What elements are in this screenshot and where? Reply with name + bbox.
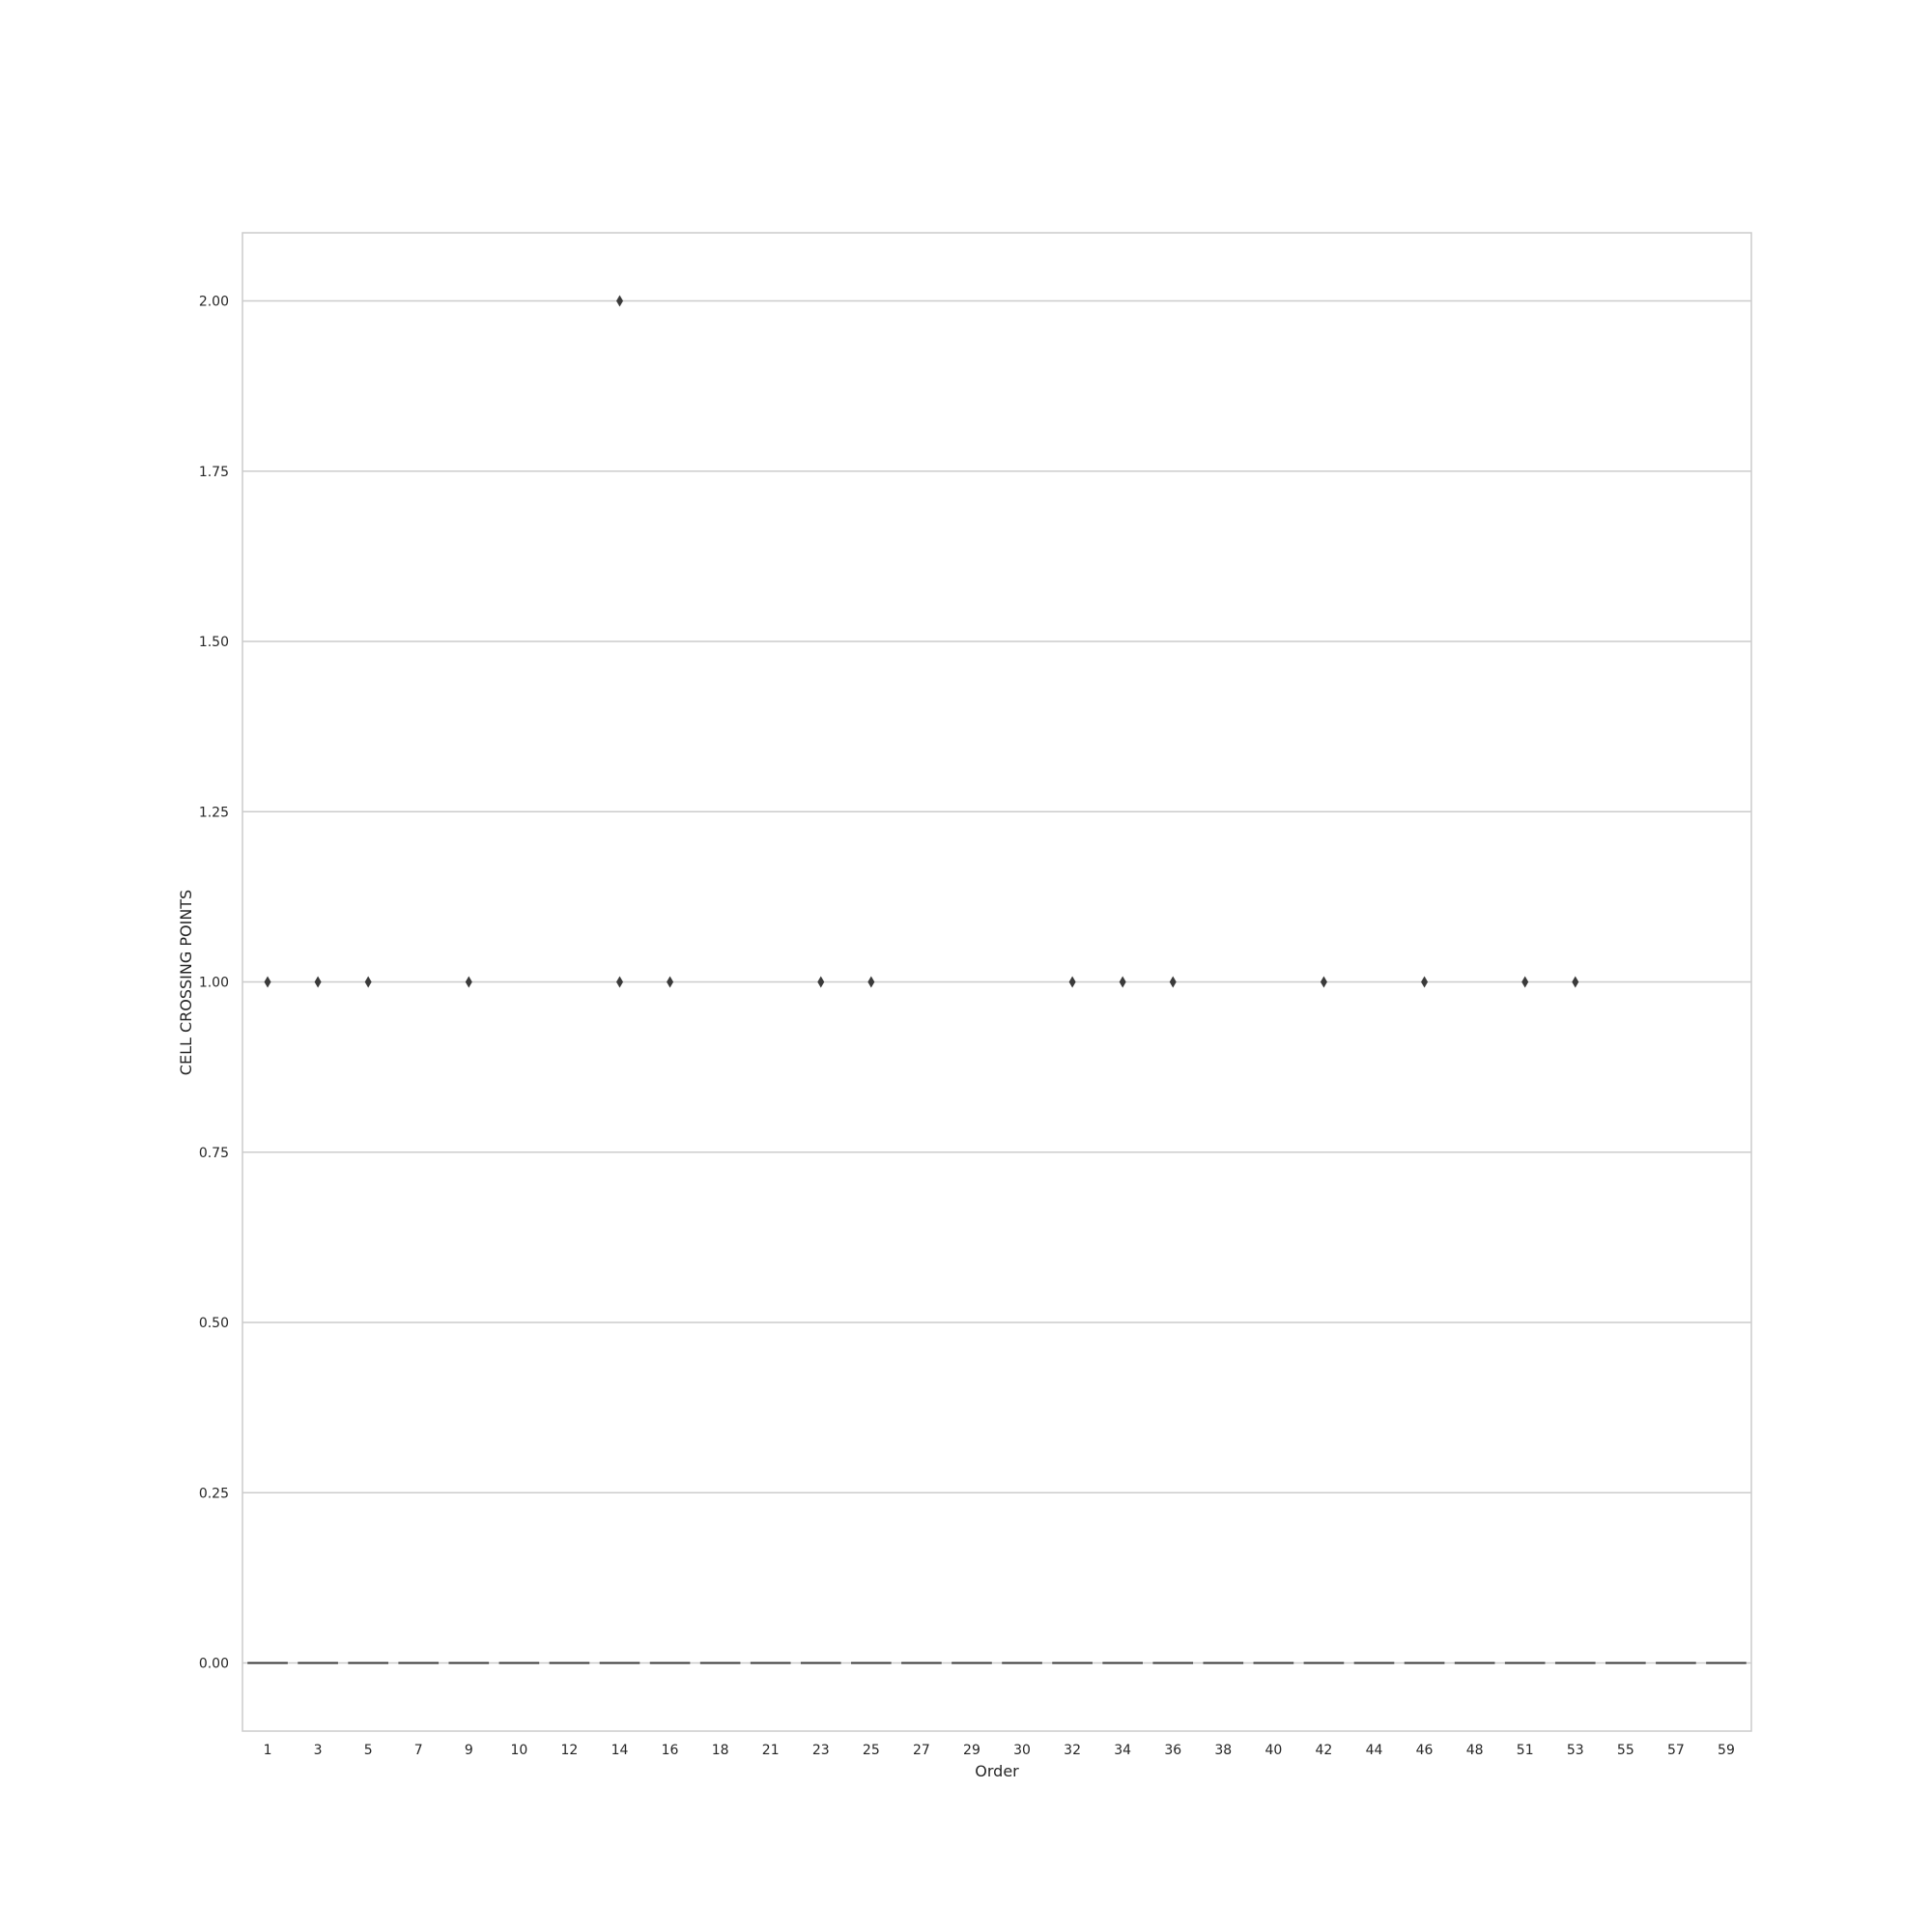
- x-tick-label: 46: [1416, 1743, 1434, 1758]
- x-tick-label: 9: [465, 1743, 473, 1758]
- x-tick-label: 1: [264, 1743, 272, 1758]
- outlier-point: [1119, 976, 1126, 988]
- outlier-point: [314, 976, 322, 988]
- outlier-point: [465, 976, 472, 988]
- outlier-point: [616, 295, 623, 307]
- plot-frame: [242, 232, 1752, 1732]
- outlier-point: [364, 976, 372, 988]
- y-axis-ticks: 0.00 0.25 0.50 0.75 1.00 1.25 1.50 1.75 2.00: [199, 295, 229, 1672]
- x-tick-label: 51: [1517, 1743, 1534, 1758]
- x-axis-label: Order: [975, 1762, 1019, 1780]
- x-tick-label: 27: [913, 1743, 930, 1758]
- x-tick-label: 21: [762, 1743, 780, 1758]
- outlier-point: [817, 976, 825, 988]
- y-tick-label: 0.00: [199, 1657, 229, 1672]
- x-tick-label: 40: [1264, 1743, 1282, 1758]
- y-tick-label: 2.00: [199, 295, 229, 310]
- x-tick-label: 5: [364, 1743, 373, 1758]
- x-tick-label: 53: [1567, 1743, 1584, 1758]
- x-tick-label: 30: [1013, 1743, 1031, 1758]
- y-tick-label: 1.50: [199, 635, 229, 650]
- grid-lines: [242, 299, 1751, 1664]
- x-tick-label: 59: [1718, 1743, 1735, 1758]
- x-tick-label: 23: [812, 1743, 830, 1758]
- outlier-point: [1572, 976, 1579, 988]
- outlier-point: [1169, 976, 1177, 988]
- x-tick-label: 48: [1466, 1743, 1484, 1758]
- x-tick-label: 44: [1366, 1743, 1383, 1758]
- outlier-point: [867, 976, 875, 988]
- x-tick-label: 7: [414, 1743, 423, 1758]
- outlier-point: [1421, 976, 1429, 988]
- x-tick-label: 14: [611, 1743, 629, 1758]
- y-axis-label: CELL CROSSING POINTS: [177, 890, 195, 1075]
- outlier-point: [1320, 976, 1327, 988]
- x-tick-label: 55: [1617, 1743, 1634, 1758]
- y-tick-label: 0.25: [199, 1486, 229, 1501]
- x-tick-label: 29: [963, 1743, 980, 1758]
- y-tick-label: 1.00: [199, 976, 229, 991]
- y-tick-label: 1.25: [199, 805, 229, 820]
- x-tick-label: 36: [1164, 1743, 1181, 1758]
- y-tick-label: 1.75: [199, 465, 229, 480]
- y-tick-label: 0.75: [199, 1146, 229, 1161]
- x-axis-ticks: 1 3 5 7 9 10 12 14 16 18 21 23 25 27 29 30 32 34 36 38 40 42 4…: [264, 1743, 1735, 1758]
- outlier-point: [264, 976, 271, 988]
- x-tick-label: 18: [712, 1743, 729, 1758]
- outlier-point: [1521, 976, 1529, 988]
- y-tick-label: 0.50: [199, 1316, 229, 1331]
- x-tick-label: 25: [863, 1743, 880, 1758]
- x-tick-label: 10: [510, 1743, 527, 1758]
- outlier-point: [667, 976, 674, 988]
- x-tick-label: 32: [1064, 1743, 1081, 1758]
- outlier-point: [616, 976, 623, 988]
- outlier-points: [264, 295, 1579, 988]
- x-tick-label: 3: [314, 1743, 323, 1758]
- x-tick-label: 34: [1114, 1743, 1131, 1758]
- x-tick-label: 42: [1316, 1743, 1333, 1758]
- x-tick-label: 38: [1214, 1743, 1232, 1758]
- outlier-point: [1068, 976, 1076, 988]
- x-tick-label: 57: [1667, 1743, 1685, 1758]
- x-tick-label: 12: [561, 1743, 579, 1758]
- x-tick-label: 16: [662, 1743, 679, 1758]
